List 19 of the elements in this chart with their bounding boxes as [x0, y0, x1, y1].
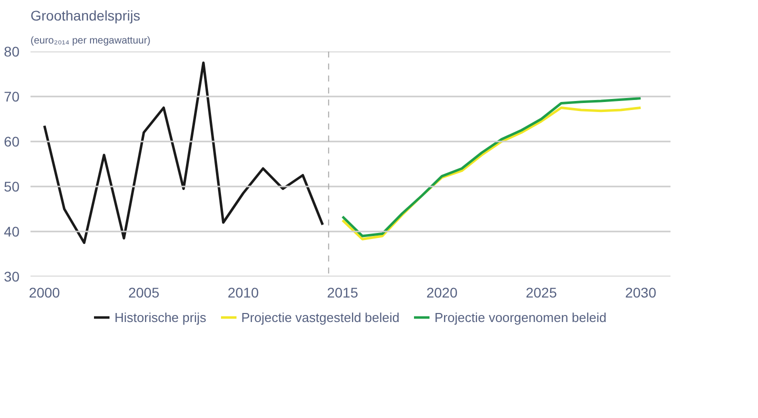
y-tick-label: 50	[4, 178, 20, 194]
line-series	[43, 62, 324, 244]
x-tick-label: 2010	[228, 284, 259, 300]
chart-title: Groothandelsprijs	[30, 8, 140, 24]
y-tick-label: 80	[4, 44, 20, 60]
x-tick-label: 2000	[28, 284, 60, 300]
y-tick-label: 30	[4, 268, 20, 284]
x-tick-label: 2030	[625, 284, 656, 300]
x-tick-label: 2015	[326, 284, 358, 300]
legend-label: Historische prijs	[114, 310, 206, 324]
x-tick-label: 2020	[426, 284, 458, 300]
y-tick-label: 70	[4, 88, 20, 104]
x-tick-label: 2025	[526, 284, 558, 300]
legend-label: Projectie vastgesteld beleid	[241, 310, 400, 324]
y-tick-label: 60	[4, 134, 20, 150]
x-tick-label: 2005	[128, 284, 160, 300]
legend-label: Projectie voorgenomen beleid	[434, 310, 607, 324]
y-tick-label: 40	[4, 224, 20, 240]
chart-subtitle: (euro₂₀₁₄ per megawattuur)	[30, 36, 150, 46]
